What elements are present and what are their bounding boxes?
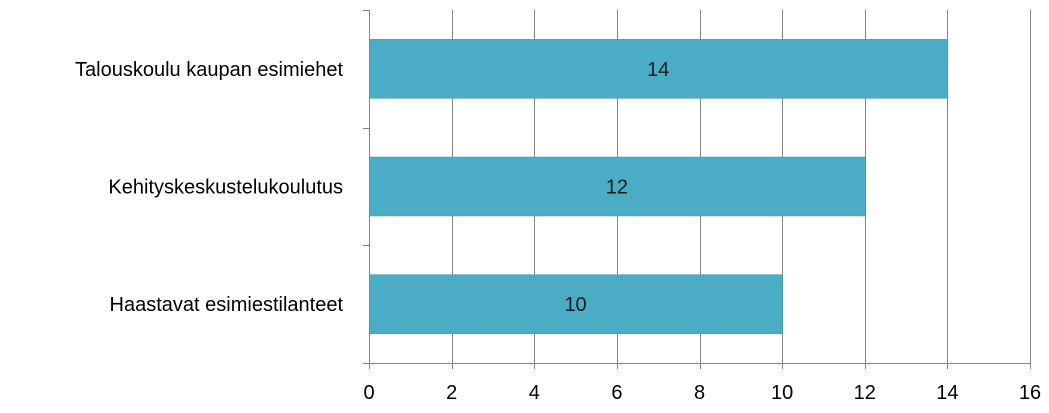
x-tick-label: 2 xyxy=(446,382,457,404)
category-label: Kehityskeskustelukoulutus xyxy=(108,177,343,199)
x-tick-label: 14 xyxy=(936,382,958,404)
x-tick-label: 8 xyxy=(694,382,705,404)
x-tick-label: 4 xyxy=(529,382,540,404)
data-label: 12 xyxy=(606,177,628,199)
x-tick-label: 0 xyxy=(363,382,374,404)
data-label: 10 xyxy=(564,294,586,316)
x-tick-label: 16 xyxy=(1019,382,1041,404)
bar xyxy=(369,39,949,99)
bar xyxy=(369,156,866,217)
data-label: 14 xyxy=(647,59,669,81)
category-labels: Talouskoulu kaupan esimiehet Kehityskesku… xyxy=(75,59,343,316)
bar xyxy=(369,274,783,334)
x-tick-label: 12 xyxy=(854,382,876,404)
category-label: Haastavat esimiestilanteet xyxy=(110,294,344,316)
x-tick-label: 10 xyxy=(771,382,793,404)
data-labels: 14 12 10 xyxy=(564,59,669,316)
category-label: Talouskoulu kaupan esimiehet xyxy=(75,59,343,81)
x-tick-label: 6 xyxy=(611,382,622,404)
x-tick-labels: 0 2 4 6 8 10 12 14 16 xyxy=(363,382,1041,404)
bars xyxy=(369,39,949,334)
